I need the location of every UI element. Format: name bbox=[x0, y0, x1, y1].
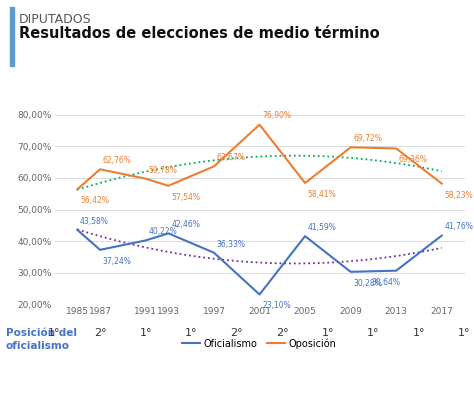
Text: 58,23%: 58,23% bbox=[445, 191, 473, 199]
Text: 37,24%: 37,24% bbox=[103, 257, 132, 266]
Text: 58,41%: 58,41% bbox=[308, 190, 337, 199]
Text: 1°: 1° bbox=[185, 328, 198, 339]
Text: 23,10%: 23,10% bbox=[262, 301, 291, 310]
Text: 1°: 1° bbox=[367, 328, 380, 339]
Text: Resultados de elecciones de medio término: Resultados de elecciones de medio términ… bbox=[19, 26, 380, 41]
Text: 57,54%: 57,54% bbox=[171, 193, 200, 202]
Text: 36,33%: 36,33% bbox=[217, 239, 246, 249]
Text: 30,64%: 30,64% bbox=[371, 278, 400, 287]
Text: 69,72%: 69,72% bbox=[354, 134, 383, 143]
Text: 41,76%: 41,76% bbox=[445, 222, 474, 231]
Text: 1°: 1° bbox=[321, 328, 334, 339]
Text: 30,28%: 30,28% bbox=[354, 279, 382, 288]
Text: 62,76%: 62,76% bbox=[103, 156, 132, 165]
Legend: Oficialismo, Oposición: Oficialismo, Oposición bbox=[179, 334, 340, 353]
Text: 1°: 1° bbox=[139, 328, 152, 339]
Text: 69,36%: 69,36% bbox=[399, 156, 428, 164]
Text: Posición del
oficialismo: Posición del oficialismo bbox=[6, 328, 77, 351]
Text: 1°: 1° bbox=[48, 328, 61, 339]
Text: 2°: 2° bbox=[94, 328, 106, 339]
Text: 63,67%: 63,67% bbox=[217, 153, 246, 162]
Text: 2°: 2° bbox=[276, 328, 289, 339]
Text: 41,59%: 41,59% bbox=[308, 223, 337, 232]
Text: 1°: 1° bbox=[458, 328, 471, 339]
Text: 40,22%: 40,22% bbox=[148, 227, 177, 236]
Text: 1°: 1° bbox=[413, 328, 425, 339]
Text: 59,78%: 59,78% bbox=[148, 166, 177, 174]
Text: 2°: 2° bbox=[230, 328, 243, 339]
Text: DIPUTADOS: DIPUTADOS bbox=[19, 13, 91, 26]
Text: 56,42%: 56,42% bbox=[80, 196, 109, 205]
Text: 76,90%: 76,90% bbox=[262, 112, 292, 120]
Text: 43,58%: 43,58% bbox=[80, 217, 109, 226]
Text: 42,46%: 42,46% bbox=[171, 220, 200, 229]
